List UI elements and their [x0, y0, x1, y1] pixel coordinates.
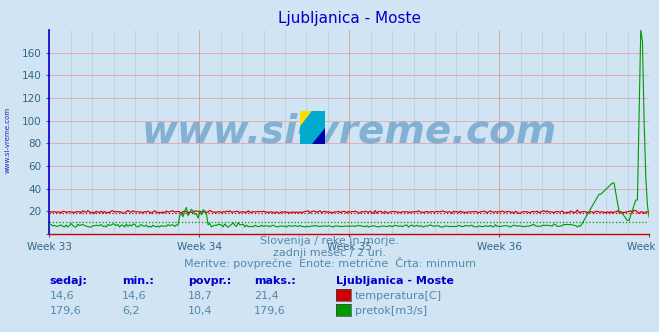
Text: www.si-vreme.com: www.si-vreme.com: [5, 106, 11, 173]
Text: 18,7: 18,7: [188, 291, 213, 301]
Text: sedaj:: sedaj:: [49, 276, 87, 286]
Text: povpr.:: povpr.:: [188, 276, 231, 286]
Text: 10,4: 10,4: [188, 306, 212, 316]
Polygon shape: [300, 111, 312, 128]
Text: zadnji mesec / 2 uri.: zadnji mesec / 2 uri.: [273, 248, 386, 258]
Text: 21,4: 21,4: [254, 291, 279, 301]
Text: temperatura[C]: temperatura[C]: [355, 291, 442, 301]
Text: Slovenija / reke in morje.: Slovenija / reke in morje.: [260, 236, 399, 246]
Text: maks.:: maks.:: [254, 276, 295, 286]
Text: www.si-vreme.com: www.si-vreme.com: [142, 113, 557, 151]
Polygon shape: [300, 111, 325, 144]
Text: min.:: min.:: [122, 276, 154, 286]
Text: 14,6: 14,6: [49, 291, 74, 301]
Title: Ljubljanica - Moste: Ljubljanica - Moste: [278, 11, 420, 26]
Polygon shape: [312, 128, 325, 144]
Text: Ljubljanica - Moste: Ljubljanica - Moste: [336, 276, 454, 286]
Polygon shape: [300, 128, 312, 144]
Text: 14,6: 14,6: [122, 291, 146, 301]
Text: Meritve: povprečne  Enote: metrične  Črta: minmum: Meritve: povprečne Enote: metrične Črta:…: [183, 257, 476, 269]
Text: 179,6: 179,6: [49, 306, 81, 316]
Text: pretok[m3/s]: pretok[m3/s]: [355, 306, 426, 316]
Text: 179,6: 179,6: [254, 306, 285, 316]
Text: 6,2: 6,2: [122, 306, 140, 316]
